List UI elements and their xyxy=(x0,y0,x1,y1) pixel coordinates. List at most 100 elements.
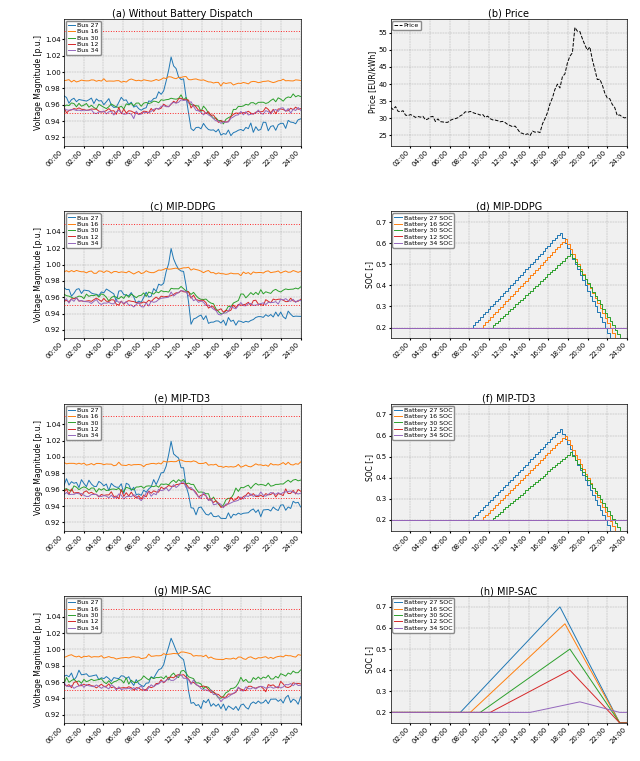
Bus 30 xyxy=(292,475,300,484)
Bus 27 xyxy=(163,77,170,86)
Battery 27 SOC xyxy=(514,273,522,282)
Battery 34 SOC xyxy=(623,515,631,524)
Y-axis label: Voltage Magnitude [p.u.]: Voltage Magnitude [p.u.] xyxy=(35,420,44,514)
Bus 27 xyxy=(167,53,175,62)
Battery 34 SOC xyxy=(576,697,584,706)
Battery 30 SOC xyxy=(454,323,461,332)
Bus 27 xyxy=(93,482,100,491)
Bus 34 xyxy=(189,296,197,305)
Battery 12 SOC xyxy=(454,323,461,332)
Bus 30 xyxy=(282,285,289,294)
Line: Bus 12: Bus 12 xyxy=(64,98,301,123)
Bus 16 xyxy=(282,76,289,85)
Line: Bus 16: Bus 16 xyxy=(64,460,301,467)
Bus 27 xyxy=(297,502,305,511)
Bus 27 xyxy=(167,244,175,253)
Battery 27 SOC xyxy=(506,475,514,484)
Bus 12 xyxy=(297,104,305,113)
Battery 30 SOC xyxy=(387,515,394,524)
Bus 30 xyxy=(189,288,197,297)
Title: (f) MIP-TD3: (f) MIP-TD3 xyxy=(482,394,536,404)
Bus 34 xyxy=(60,296,68,305)
Bus 16 xyxy=(282,460,289,470)
Bus 16 xyxy=(189,651,197,661)
Bus 27 xyxy=(93,290,100,299)
Battery 27 SOC xyxy=(506,281,514,290)
Battery 30 SOC xyxy=(616,333,623,342)
Bus 12 xyxy=(220,693,227,702)
Bus 30 xyxy=(60,290,68,299)
Line: Bus 34: Bus 34 xyxy=(64,675,301,702)
Bus 34 xyxy=(60,678,68,687)
Battery 30 SOC xyxy=(419,515,427,524)
Bus 12 xyxy=(127,297,135,306)
Bus 30 xyxy=(187,100,195,109)
Bus 12 xyxy=(127,488,135,497)
Battery 12 SOC xyxy=(387,515,394,524)
Bus 30 xyxy=(297,282,305,291)
Battery 12 SOC xyxy=(506,323,514,332)
Bus 30 xyxy=(163,95,170,104)
Bus 12 xyxy=(177,479,185,488)
Bus 34 xyxy=(127,492,135,501)
Battery 12 SOC xyxy=(514,323,522,332)
Battery 12 SOC xyxy=(489,706,497,715)
Bus 12 xyxy=(93,294,100,303)
Bus 34 xyxy=(127,301,135,310)
Bus 30 xyxy=(297,92,305,101)
Battery 16 SOC xyxy=(454,708,461,717)
Battery 27 SOC xyxy=(556,602,564,611)
Battery 34 SOC xyxy=(623,323,631,332)
Bus 30 xyxy=(180,475,188,484)
Battery 34 SOC xyxy=(454,708,461,717)
Bus 12 xyxy=(282,683,289,692)
Bus 30 xyxy=(163,287,170,296)
Battery 12 SOC xyxy=(623,718,631,728)
Bus 12 xyxy=(182,479,190,489)
Bus 27 xyxy=(282,505,289,514)
Bus 12 xyxy=(177,286,185,295)
Bus 34 xyxy=(163,483,170,492)
Battery 30 SOC xyxy=(616,718,623,728)
Bus 34 xyxy=(60,490,68,499)
Price xyxy=(387,103,394,112)
Battery 16 SOC xyxy=(506,291,514,301)
Battery 27 SOC xyxy=(616,718,623,728)
Title: (b) Price: (b) Price xyxy=(488,9,529,19)
Battery 27 SOC xyxy=(556,228,564,237)
Line: Battery 30 SOC: Battery 30 SOC xyxy=(390,649,627,723)
Line: Bus 34: Bus 34 xyxy=(64,100,301,123)
Battery 16 SOC xyxy=(419,708,427,717)
Bus 34 xyxy=(182,96,190,105)
Bus 27 xyxy=(60,91,68,100)
Battery 30 SOC xyxy=(566,448,573,457)
Bus 34 xyxy=(217,697,225,706)
Bus 27 xyxy=(182,482,190,491)
Bus 27 xyxy=(189,504,197,513)
Bus 27 xyxy=(60,672,68,681)
Bus 16 xyxy=(163,650,170,659)
Line: Bus 30: Bus 30 xyxy=(64,286,301,314)
Bus 30 xyxy=(127,485,135,494)
Bus 12 xyxy=(282,107,289,116)
Battery 16 SOC xyxy=(606,700,614,709)
Line: Bus 34: Bus 34 xyxy=(64,482,301,508)
Battery 16 SOC xyxy=(561,619,569,629)
Battery 34 SOC xyxy=(604,515,611,524)
Battery 27 SOC xyxy=(609,333,616,342)
Bus 30 xyxy=(289,89,297,98)
Line: Battery 27 SOC: Battery 27 SOC xyxy=(390,233,627,338)
Battery 34 SOC xyxy=(489,515,497,524)
Battery 12 SOC xyxy=(616,718,623,728)
Battery 27 SOC xyxy=(419,323,427,332)
Y-axis label: SOC [-]: SOC [-] xyxy=(365,646,374,673)
Bus 27 xyxy=(189,698,197,707)
Bus 30 xyxy=(93,104,100,113)
Title: (h) MIP-SAC: (h) MIP-SAC xyxy=(480,586,538,597)
Battery 30 SOC xyxy=(506,304,514,314)
Battery 27 SOC xyxy=(387,323,394,332)
Line: Bus 16: Bus 16 xyxy=(64,267,301,275)
Bus 12 xyxy=(182,288,190,297)
Bus 34 xyxy=(282,680,289,689)
Battery 27 SOC xyxy=(387,708,394,717)
